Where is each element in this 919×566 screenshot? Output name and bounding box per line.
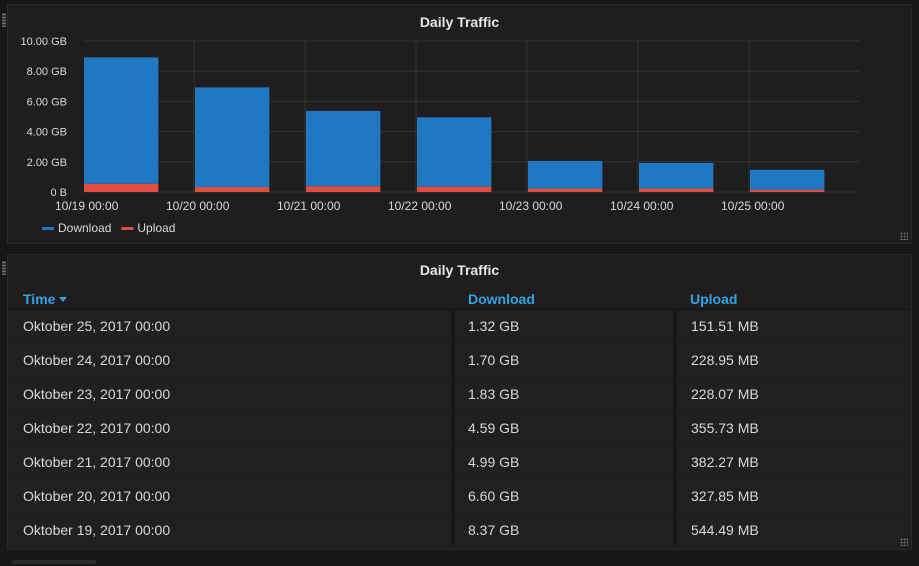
drag-handle-icon[interactable] [2,13,6,27]
bar-download [306,110,381,187]
bar-download [750,169,825,190]
x-tick-label: 10/23 00:00 [499,199,563,213]
bar-upload [306,186,381,192]
legend-swatch-upload [121,227,134,230]
bar-upload [84,183,159,192]
table-row: Oktober 22, 2017 00:00 4.59 GB 355.73 MB [8,412,911,444]
cell-time: Oktober 19, 2017 00:00 [8,514,454,546]
y-tick-label: 0 B [50,187,67,199]
bar-upload [750,189,825,192]
cell-time: Oktober 24, 2017 00:00 [8,344,454,376]
y-tick-label: 6.00 GB [27,96,67,108]
cell-download: 1.83 GB [454,378,676,410]
column-header-label: Time [23,291,56,307]
table-body: Oktober 25, 2017 00:00 1.32 GB 151.51 MB… [8,310,911,548]
horizontal-scrollbar[interactable] [12,560,96,564]
cell-upload: 228.95 MB [691,352,759,368]
cell-upload: 544.49 MB [691,522,759,538]
table-row: Oktober 20, 2017 00:00 6.60 GB 327.85 MB [8,480,911,512]
cell-upload: 327.85 MB [691,488,759,504]
cell-upload: 228.07 MB [691,386,759,402]
legend-label-download[interactable]: Download [58,221,111,235]
y-tick-label: 4.00 GB [27,127,67,139]
cell-download: 1.70 GB [454,344,676,376]
cell-time: Oktober 23, 2017 00:00 [8,378,454,410]
drag-handle-icon[interactable] [2,261,6,275]
bar-download [528,160,603,189]
bar-download [639,162,714,189]
resize-handle-icon[interactable] [900,538,908,546]
cell-download: 4.59 GB [454,412,676,444]
legend-swatch-download [42,227,54,230]
table-row: Oktober 23, 2017 00:00 1.83 GB 228.07 MB [8,378,911,410]
bar-download [417,117,492,187]
x-tick-label: 10/19 00:00 [55,199,119,213]
y-tick-label: 10.00 GB [21,36,67,48]
x-tick-label: 10/22 00:00 [388,199,452,213]
cell-download: 4.99 GB [454,446,676,478]
cell-upload: 382.27 MB [691,454,759,470]
x-tick-label: 10/21 00:00 [277,199,341,213]
column-header-time[interactable]: Time [23,291,68,307]
panel-title[interactable]: Daily Traffic [419,262,500,278]
resize-handle-icon[interactable] [900,232,908,240]
cell-time: Oktober 25, 2017 00:00 [8,310,454,342]
sort-desc-icon [59,297,68,302]
bar-upload [417,186,492,192]
table-row: Oktober 24, 2017 00:00 1.70 GB 228.95 MB [8,344,911,376]
table-row: Oktober 21, 2017 00:00 4.99 GB 382.27 MB [8,446,911,478]
x-tick-label: 10/20 00:00 [166,199,230,213]
table-row: Oktober 25, 2017 00:00 1.32 GB 151.51 MB [8,310,911,342]
cell-download: 8.37 GB [454,514,676,546]
bar-chart: 0 B 2.00 GB 4.00 GB 6.00 GB 8.00 GB 10.00 GB 1… [21,36,860,235]
bar-upload [639,188,714,192]
cell-upload: 151.51 MB [691,318,759,334]
y-tick-label: 8.00 GB [27,66,67,78]
y-tick-label: 2.00 GB [27,157,67,169]
bar-download [84,57,159,184]
bar-upload [195,187,270,192]
table-panel: Daily Traffic Time Download Upload Oktob… [2,254,912,550]
bar-download [195,87,270,188]
x-tick-label: 10/25 00:00 [721,199,785,213]
column-header-download[interactable]: Download [468,291,535,307]
cell-download: 1.32 GB [454,310,676,342]
x-tick-label: 10/24 00:00 [610,199,674,213]
cell-time: Oktober 21, 2017 00:00 [8,446,454,478]
chart-panel: Daily Traffic 0 B 2.00 GB 4.00 GB 6.00 GB 8.… [2,4,912,244]
cell-download: 6.60 GB [454,480,676,512]
bar-upload [528,188,603,192]
legend-label-upload[interactable]: Upload [137,221,175,235]
panel-title[interactable]: Daily Traffic [419,14,500,30]
cell-time: Oktober 20, 2017 00:00 [8,480,454,512]
column-header-upload[interactable]: Upload [690,291,738,307]
table-row: Oktober 19, 2017 00:00 8.37 GB 544.49 MB [8,514,911,546]
table-header: Time Download Upload [8,285,911,310]
cell-time: Oktober 22, 2017 00:00 [8,412,454,444]
cell-upload: 355.73 MB [691,420,759,436]
